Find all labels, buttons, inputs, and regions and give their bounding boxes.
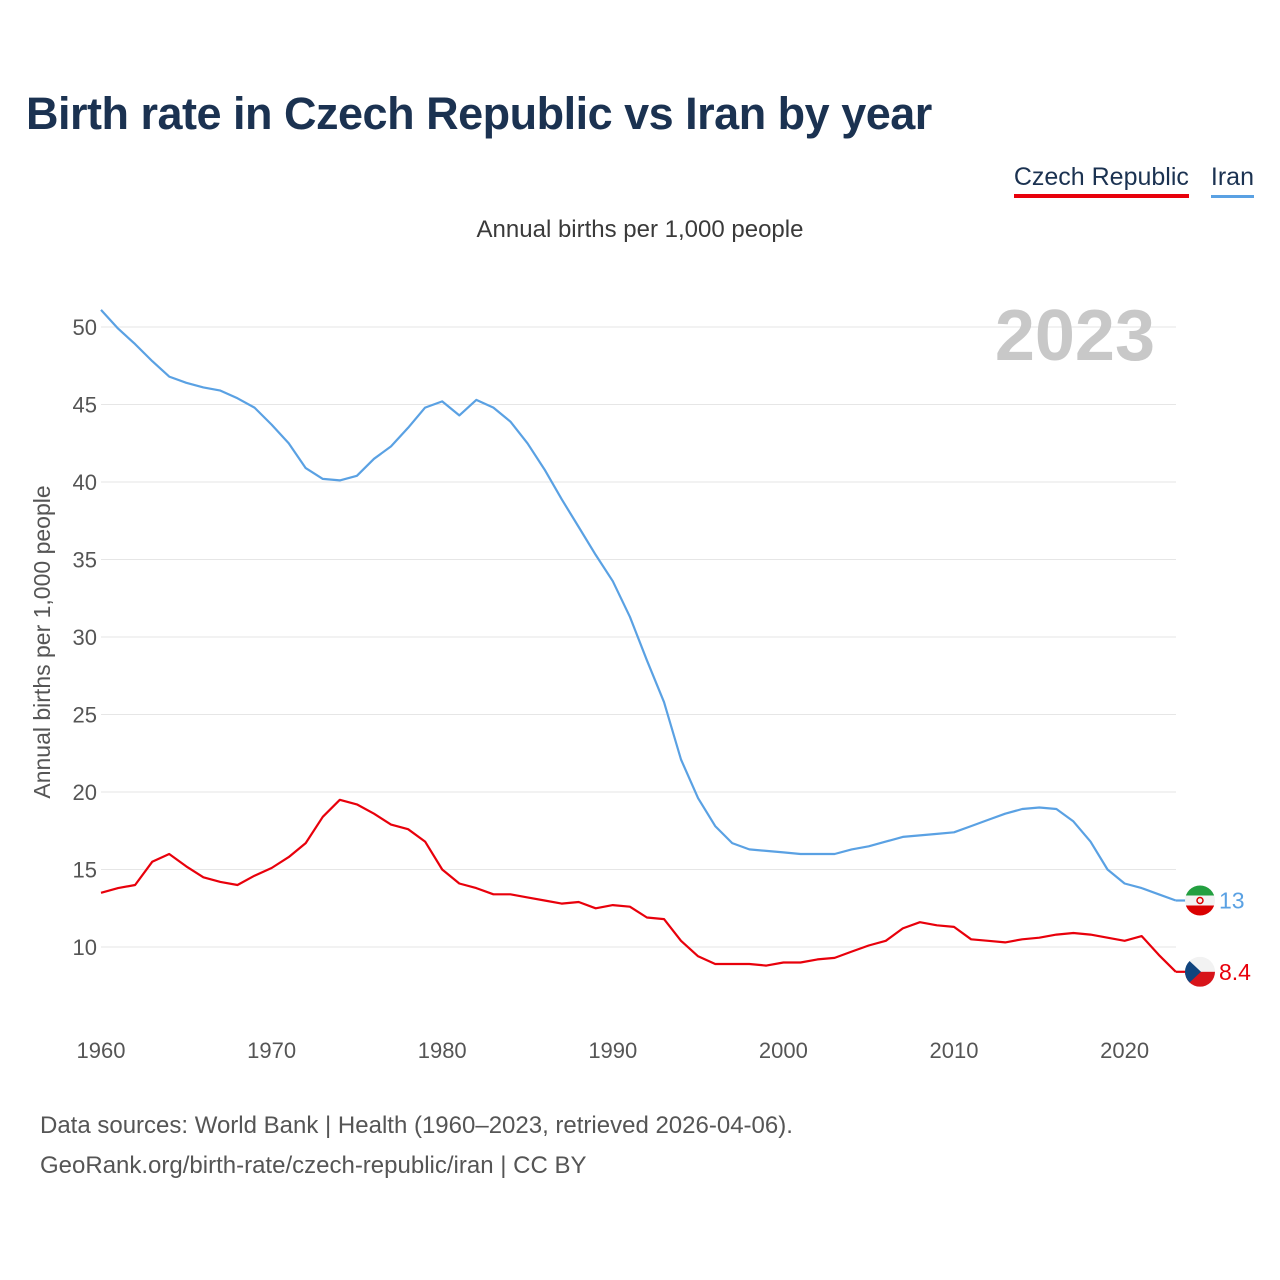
end-markers: 8.4 13	[1185, 885, 1251, 987]
year-watermark: 2023	[995, 296, 1155, 376]
end-value-label-czech-republic: 8.4	[1219, 959, 1251, 985]
y-axis-label: Annual births per 1,000 people	[29, 485, 55, 798]
y-tick-label: 20	[73, 780, 97, 805]
flag-marker-czech-republic	[1185, 956, 1215, 987]
footer: Data sources: World Bank | Health (1960–…	[40, 1106, 793, 1186]
y-tick-label: 40	[73, 470, 97, 495]
y-tick-label: 35	[73, 548, 97, 573]
y-tick-label: 10	[73, 935, 97, 960]
line-chart: 10 15 20 25 30 35 40 45 50 1960 1970 1980 1990 2000 2…	[29, 296, 1251, 1063]
y-tick-label: 45	[73, 393, 97, 418]
data-source-text: Data sources: World Bank | Health (1960–…	[40, 1112, 793, 1139]
y-tick-label: 15	[73, 858, 97, 883]
source-url-text[interactable]: GeoRank.org/birth-rate/czech-republic/ir…	[40, 1152, 587, 1179]
series-lines	[100, 309, 1186, 973]
legend: Czech Republic Iran	[1013, 163, 1254, 198]
legend-item-iran[interactable]: Iran	[1210, 163, 1254, 198]
x-axis-ticks: 1960 1970 1980 1990 2000 2010 2020	[77, 1038, 1150, 1063]
x-tick-label: 2010	[930, 1038, 979, 1063]
x-tick-label: 1990	[588, 1038, 637, 1063]
y-tick-label: 50	[73, 315, 97, 340]
series-line-czech-republic[interactable]	[100, 798, 1177, 973]
gridlines	[101, 326, 1176, 948]
flag-marker-iran	[1185, 885, 1215, 916]
x-tick-label: 1960	[77, 1038, 126, 1063]
y-tick-label: 30	[73, 625, 97, 650]
end-value-label-iran: 13	[1219, 888, 1245, 914]
x-tick-label: 1980	[418, 1038, 467, 1063]
chart-subtitle: Annual births per 1,000 people	[476, 216, 804, 243]
x-tick-label: 2000	[759, 1038, 808, 1063]
y-tick-label: 25	[73, 703, 97, 728]
y-axis-ticks: 10 15 20 25 30 35 40 45 50	[73, 315, 97, 960]
chart-title: Birth rate in Czech Republic vs Iran by …	[26, 88, 932, 139]
legend-item-czech-republic[interactable]: Czech Republic	[1013, 163, 1189, 198]
x-tick-label: 1970	[247, 1038, 296, 1063]
x-tick-label: 2020	[1100, 1038, 1149, 1063]
series-line-iran[interactable]	[100, 309, 1177, 902]
